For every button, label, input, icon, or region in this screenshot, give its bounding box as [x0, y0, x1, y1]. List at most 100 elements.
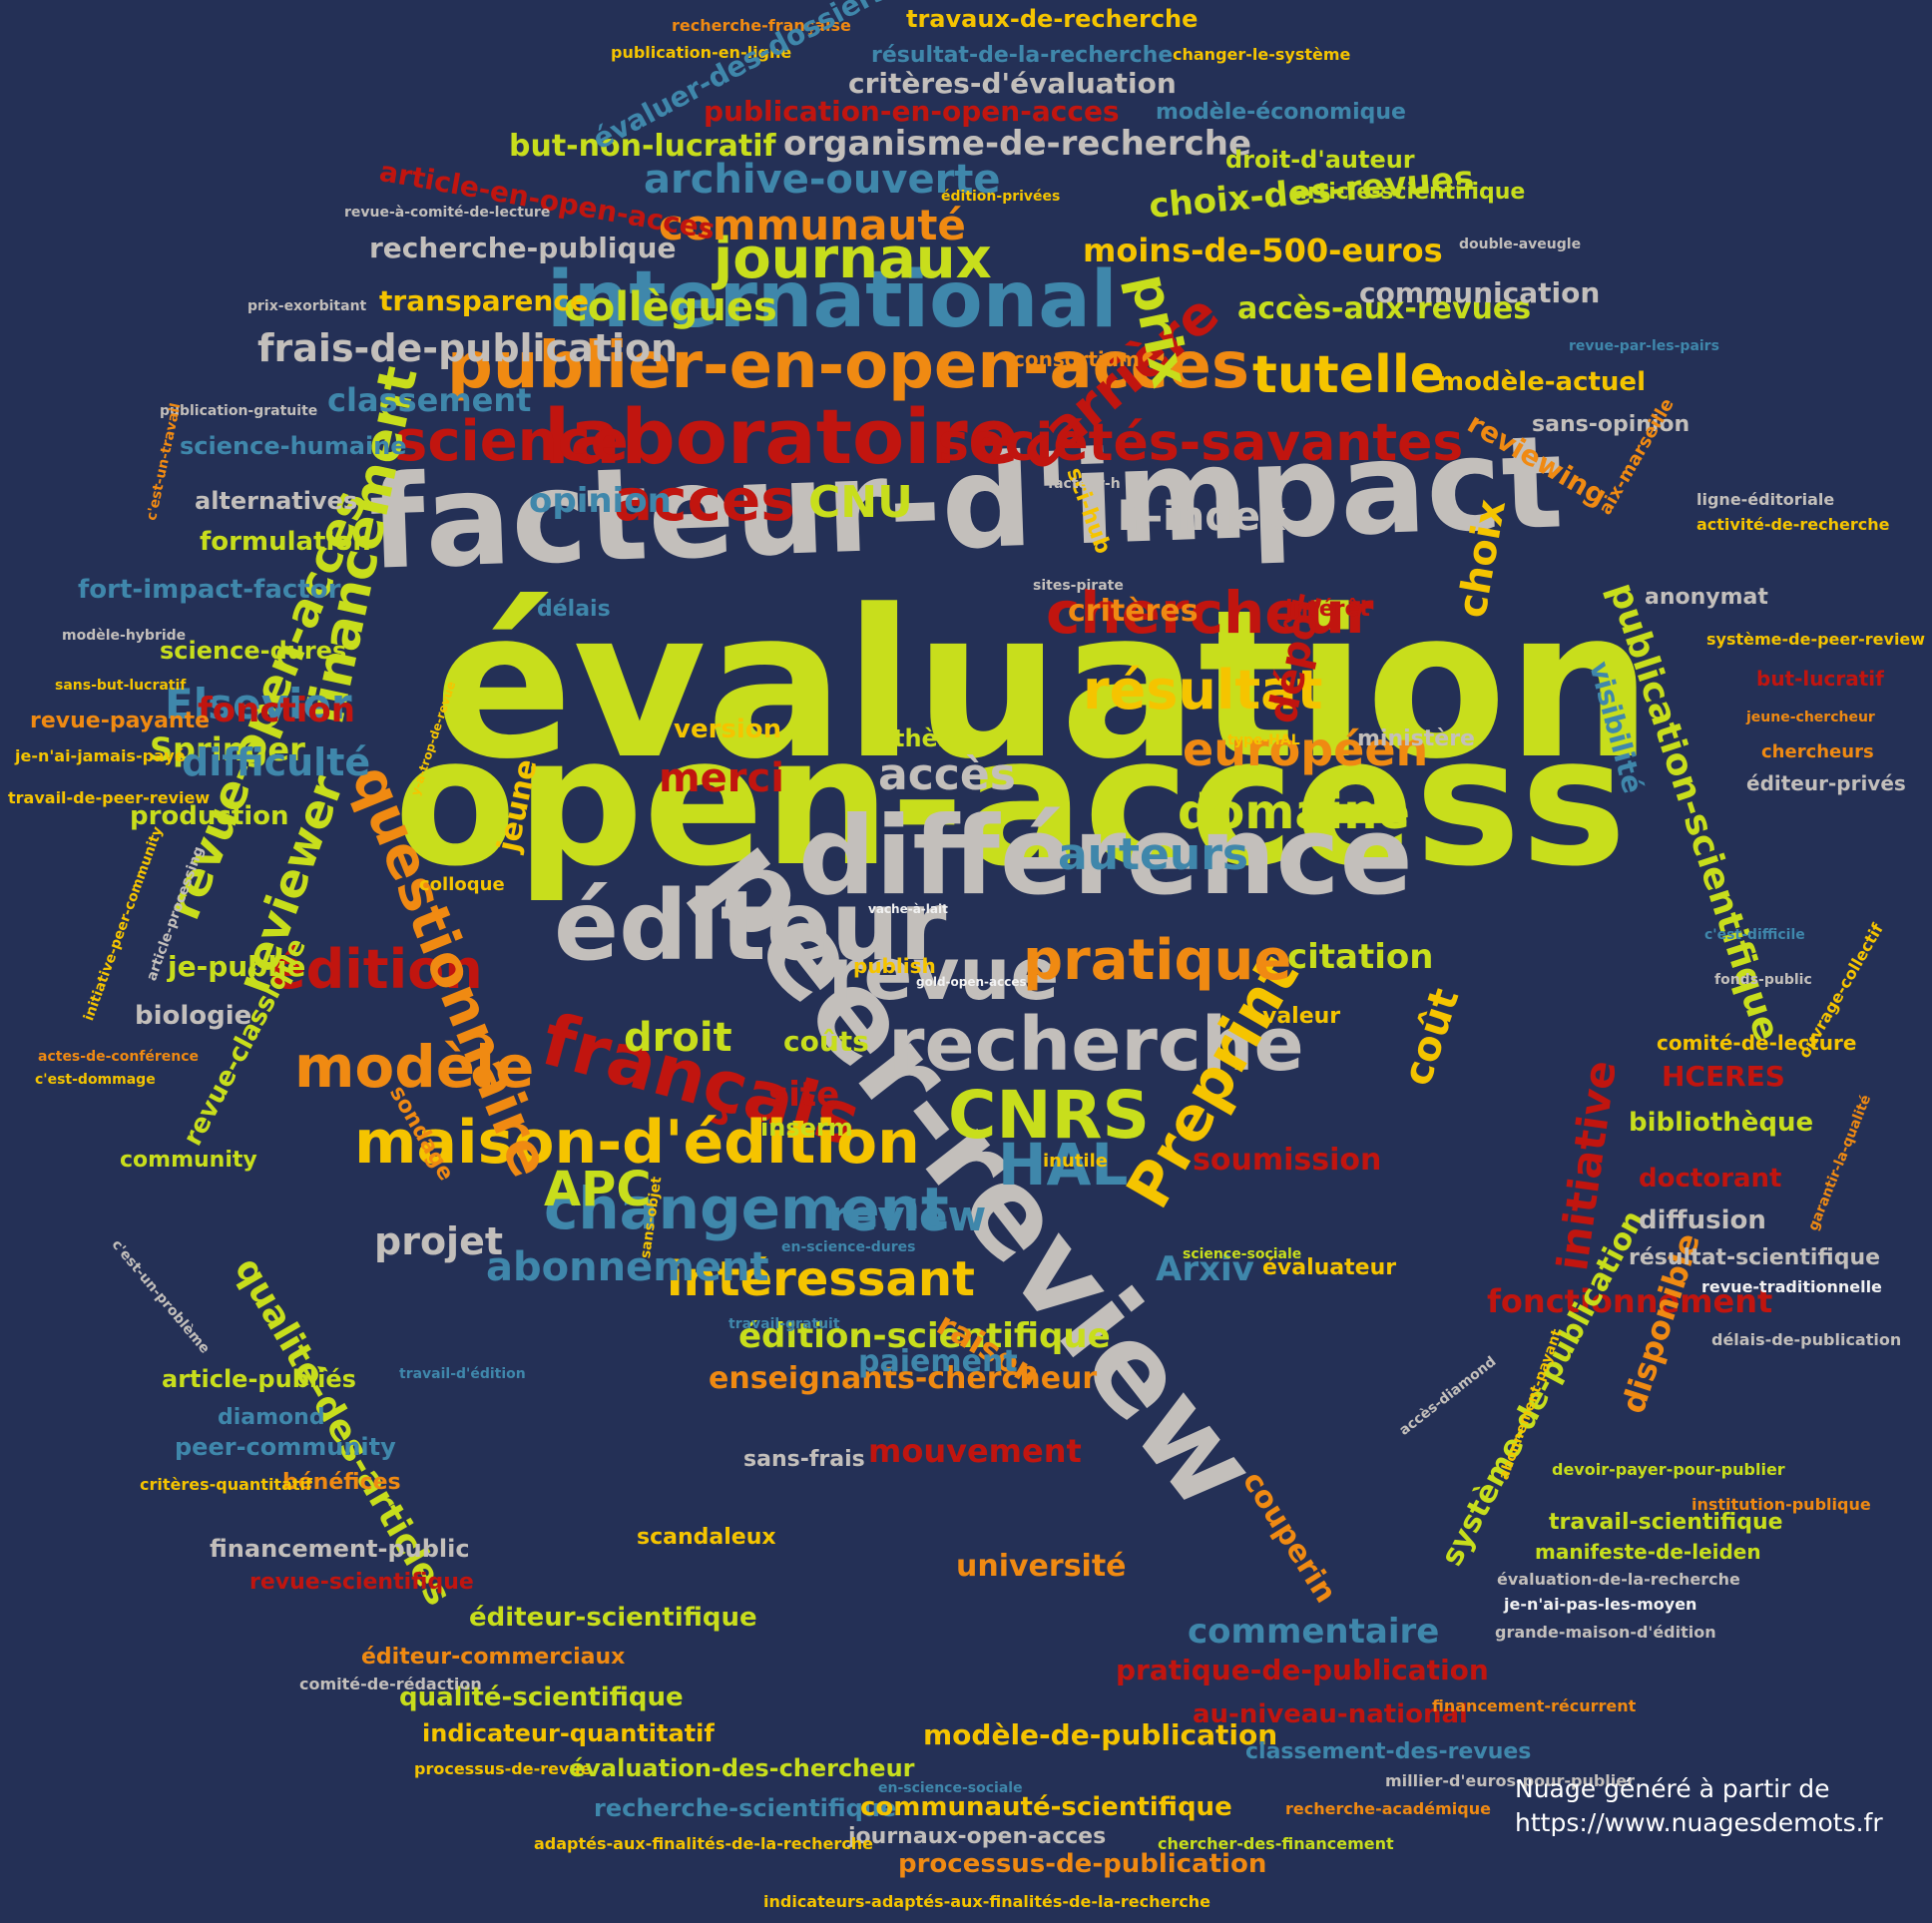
- word: critères: [1068, 594, 1199, 629]
- word: pratique-de-publication: [1116, 1654, 1489, 1686]
- word: garantir-la-qualité: [1805, 1092, 1875, 1233]
- word: community: [120, 1148, 257, 1173]
- word: alternatives: [195, 487, 358, 515]
- word: droit: [624, 1015, 732, 1061]
- word: bénéfices: [282, 1470, 401, 1495]
- word: consortium: [1013, 347, 1140, 371]
- word: archive-ouverte: [644, 157, 1001, 203]
- word: citation: [1287, 937, 1434, 977]
- word: classement: [327, 381, 532, 419]
- word: h-index: [1118, 494, 1286, 540]
- word: modèle-hybride: [62, 628, 187, 644]
- word: valeur: [1262, 1004, 1341, 1029]
- word: changer-le-système: [1173, 45, 1351, 64]
- credit-line: Nuage généré à partir de: [1515, 1774, 1830, 1803]
- word: abonnement: [486, 1244, 769, 1290]
- word: résultat: [1083, 659, 1323, 721]
- word: revue-traditionnelle: [1701, 1277, 1882, 1296]
- word: CNRS: [948, 1077, 1151, 1154]
- credit-url[interactable]: https://www.nuagesdemots.fr: [1515, 1808, 1883, 1837]
- word: revue: [828, 932, 1060, 1016]
- word: formulation: [200, 527, 371, 557]
- word: publication-en-ligne: [611, 43, 792, 62]
- word: couperin: [1234, 1465, 1343, 1610]
- word: éditeur-privés: [1746, 771, 1906, 795]
- word: anonymat: [1645, 585, 1768, 610]
- word: version: [674, 715, 782, 744]
- word: revue-à-comité-de-lecture: [344, 205, 551, 221]
- word: je-n'ai-pas-les-moyen: [1504, 1595, 1697, 1614]
- word: processus-de-revue: [414, 1759, 592, 1778]
- word: colloque: [419, 874, 505, 895]
- word: inutile: [1043, 1151, 1108, 1172]
- word: organisme-de-recherche: [783, 124, 1252, 164]
- word: changement: [544, 1175, 949, 1242]
- word: chercheur: [1046, 579, 1374, 647]
- word: éditeur-commerciaux: [361, 1645, 626, 1670]
- word: financement-récurrent: [1432, 1696, 1637, 1715]
- word: comité-de-rédaction: [299, 1675, 482, 1693]
- word: double-aveugle: [1459, 237, 1582, 252]
- word: classement-des-revues: [1245, 1739, 1532, 1764]
- word: différence: [798, 794, 1413, 919]
- word: modèle: [294, 1033, 535, 1101]
- word: ligne-éditoriale: [1696, 490, 1835, 509]
- word: en-science-sociale: [878, 1780, 1023, 1796]
- word: biologie: [135, 1001, 252, 1031]
- word: recherche: [888, 1002, 1304, 1088]
- word: prix-exorbitant: [247, 298, 367, 314]
- word: manifeste-de-leiden: [1535, 1540, 1761, 1564]
- word: review: [828, 1192, 987, 1240]
- credit-text: Nuage généré à partir de https://www.nua…: [1515, 1772, 1883, 1840]
- word: travail-de-peer-review: [8, 788, 211, 807]
- word: HCERES: [1662, 1060, 1785, 1093]
- word: éditeur-scientifique: [469, 1603, 757, 1633]
- word: moins-de-500-euros: [1083, 232, 1443, 269]
- word: modèle-actuel: [1437, 367, 1646, 397]
- word: fonds-public: [1714, 972, 1812, 988]
- word: évaluation-des-chercheur: [569, 1754, 915, 1782]
- word: activité-de-recherche: [1696, 515, 1890, 534]
- word: intéressant: [667, 1251, 975, 1307]
- word: difficulté: [182, 740, 371, 784]
- word: européen: [1183, 722, 1429, 776]
- word: en-science-dures: [781, 1239, 916, 1255]
- word: revue-par-les-pairs: [1569, 338, 1719, 354]
- word: soumission: [1193, 1143, 1382, 1178]
- word: devoir-payer-pour-publier: [1552, 1460, 1785, 1479]
- word: inserm: [760, 1114, 853, 1142]
- word: je-n'ai-jamais-payé: [15, 746, 186, 765]
- word: adaptés-aux-finalités-de-la-recherche: [534, 1834, 873, 1853]
- word: qualité-scientifique: [399, 1683, 684, 1712]
- word: c'est-dommage: [35, 1072, 156, 1088]
- word: tutelle: [1252, 345, 1445, 405]
- word: science-humaine: [180, 432, 407, 460]
- word: vache-à-lait: [868, 902, 948, 916]
- word: fonctionnement: [1487, 1282, 1773, 1320]
- word: critères-quantitatif: [140, 1475, 312, 1494]
- word: Elsevier: [165, 680, 352, 728]
- word: facteur-h: [1048, 476, 1121, 492]
- word: but-non-lucratif: [509, 129, 776, 164]
- word: maison-d'édition: [354, 1108, 920, 1178]
- word: indicateur-quantitatif: [422, 1719, 715, 1747]
- word: type-HAL: [1227, 732, 1300, 748]
- word: publication-gratuite: [160, 403, 318, 419]
- word: critères-d'évaluation: [848, 67, 1177, 100]
- word: international: [547, 255, 1118, 345]
- word: sans-but-lucratif: [55, 678, 187, 694]
- word: financement-public: [210, 1535, 470, 1563]
- word: jeune-chercheur: [1746, 710, 1875, 725]
- word: publier-en-open-acces: [447, 329, 1249, 403]
- word: système-de-peer-review: [1706, 630, 1926, 649]
- word: délais: [537, 597, 611, 622]
- word: ministère: [1357, 726, 1475, 751]
- word: recherche-scientifique: [594, 1794, 897, 1822]
- word: abonnement-payant: [1496, 1326, 1566, 1483]
- word: laboratoire: [544, 392, 1020, 481]
- word: coût: [1394, 983, 1469, 1092]
- word: diffusion: [1639, 1205, 1766, 1235]
- word: projet: [374, 1219, 504, 1263]
- word: c'est-difficile: [1704, 927, 1805, 943]
